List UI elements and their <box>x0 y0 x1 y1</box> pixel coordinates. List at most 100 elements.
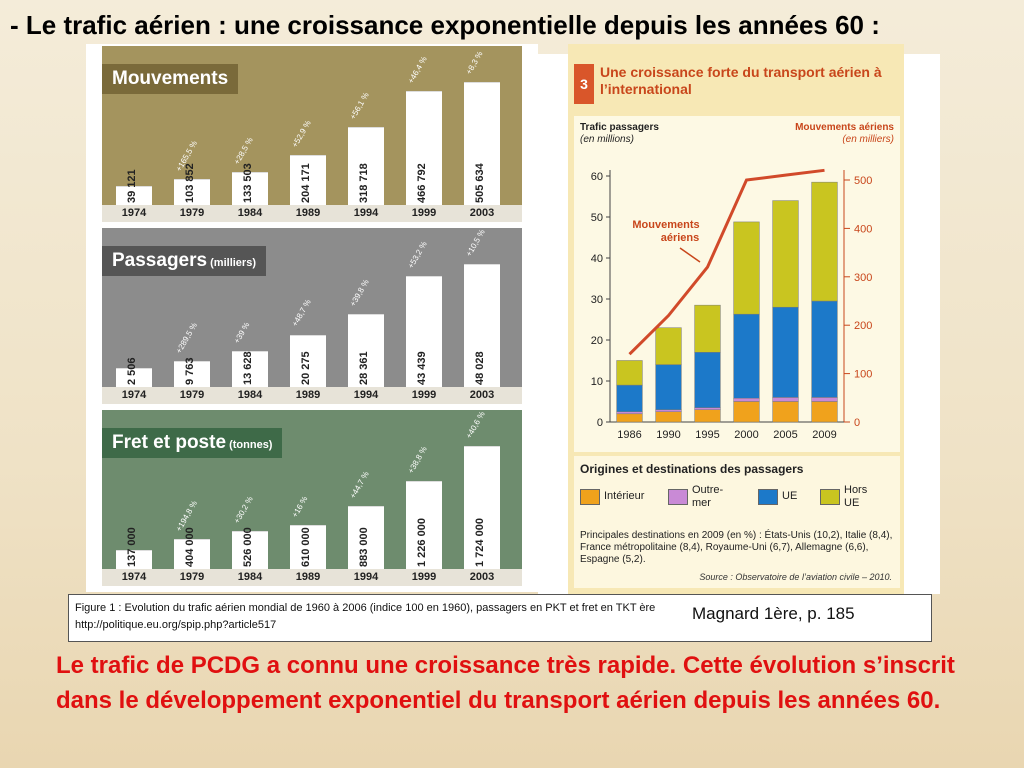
legend-item-hors-ue: Hors UE <box>820 484 890 510</box>
stacked-bar-segment <box>616 384 643 413</box>
caption-url[interactable]: http://politique.eu.org/spip.php?article… <box>75 619 277 631</box>
year-row: 1974 1979 1984 1989 1994 1999 2003 <box>102 569 522 586</box>
left-axis-title: Trafic passagers <box>580 122 659 133</box>
year-label: 2003 <box>469 571 495 583</box>
year-label: 1994 <box>353 389 379 401</box>
infographic-bar <box>406 91 442 205</box>
destinations-text: Principales destinations en 2009 (en %) … <box>580 530 893 565</box>
caption-text: Figure 1 : Evolution du trafic aérien mo… <box>75 602 656 614</box>
bar-value-label: 1 226 000 <box>416 518 428 567</box>
infographic-bar <box>232 171 268 205</box>
infographic-bar <box>290 334 326 387</box>
year-label: 1994 <box>353 207 379 219</box>
growth-percent-label: +16 % <box>290 494 310 519</box>
conclusion-text: Le trafic de PCDG a connu une croissance… <box>56 652 955 714</box>
stacked-bar-segment <box>655 364 682 410</box>
infographic-bar <box>174 361 210 387</box>
legend-label: Hors UE <box>844 484 868 509</box>
panel-banner-title: Passagers <box>112 250 208 271</box>
infographic-bar <box>116 550 152 569</box>
stacked-bar-segment <box>616 413 643 423</box>
bar-value-label: 133 503 <box>242 163 254 203</box>
bar-value-label: 137 000 <box>126 527 138 567</box>
year-label: 1984 <box>237 571 263 583</box>
legend-label: Outre-mer <box>692 484 724 509</box>
left-axis-unit: (en millions) <box>580 134 634 145</box>
year-label: 1999 <box>411 389 437 401</box>
growth-percent-label: +56,1 % <box>348 90 371 122</box>
growth-percent-label: +10,5 % <box>464 228 487 258</box>
legend-swatch <box>668 489 688 505</box>
bar-value-label: 39 121 <box>126 169 138 203</box>
growth-percent-label: +39,8 % <box>348 277 371 308</box>
growth-percent-label: +28,5 % <box>232 135 255 166</box>
x-tick-label: 2009 <box>812 429 836 441</box>
year-label: 1984 <box>237 389 263 401</box>
stacked-bar-segment <box>772 200 799 308</box>
bar-value-label: 1 724 000 <box>474 518 486 567</box>
infographic-bar <box>464 264 500 387</box>
year-row: 1974 1979 1984 1989 1994 1999 2003 <box>102 387 522 404</box>
infographic-bar <box>116 186 152 205</box>
infographic-bar <box>348 313 384 387</box>
infographic-bar <box>290 524 326 569</box>
panel-banner: Mouvements <box>102 64 239 94</box>
year-label: 1974 <box>121 389 147 401</box>
bar-value-label: 43 439 <box>416 351 428 385</box>
year-label: 1989 <box>295 207 321 219</box>
year-label: 1974 <box>121 571 147 583</box>
panel-passagers: Passagers (milliers) 2 506 9 763 +289,5 % 13… <box>102 228 522 404</box>
panel-banner-unit: (milliers) <box>207 257 256 269</box>
chart-svg: Trafic passagers(en millions) Mouvements … <box>580 122 894 441</box>
right-axis-title: Mouvements aériens <box>795 122 894 133</box>
stacked-bar-segment <box>772 397 799 402</box>
bar-value-label: 883 000 <box>358 527 370 567</box>
infographic-bar <box>290 154 326 205</box>
panel-mouvements: Mouvements 39 121 103 852 +165,5 % 133 503 +2… <box>102 46 522 222</box>
y-tick-label: 60 <box>591 171 603 183</box>
year-label: 1979 <box>179 571 205 583</box>
legend-swatch <box>580 489 600 505</box>
movements-line <box>628 168 825 356</box>
y2-tick-label: 400 <box>854 223 872 235</box>
infographic-bar <box>406 275 442 387</box>
x-tick-label: 2000 <box>734 429 758 441</box>
air-traffic-infographic: Mouvements 39 121 103 852 +165,5 % 133 503 +2… <box>86 44 538 592</box>
bar-value-label: 610 000 <box>300 527 312 567</box>
y-tick-label: 20 <box>591 335 603 347</box>
infographic-bar <box>232 351 268 387</box>
source-text: Source : Observatoire de l’aviation civi… <box>699 572 892 582</box>
y2-tick-label: 200 <box>854 320 872 332</box>
line-annotation-word: Mouvements <box>632 219 699 231</box>
figure-number: 3 <box>574 64 594 104</box>
stacked-bar-segment <box>694 407 721 410</box>
year-label: 1989 <box>295 571 321 583</box>
infographic-bar <box>232 530 268 569</box>
legend-item-ue: UE <box>758 484 818 510</box>
bar-value-label: 28 361 <box>358 351 370 385</box>
x-tick-label: 1986 <box>617 429 641 441</box>
growth-percent-label: +289,5 % <box>174 321 200 356</box>
growth-percent-label: +53,2 % <box>406 239 429 270</box>
bar-value-label: 103 852 <box>184 163 196 203</box>
stacked-bar-segment <box>694 352 721 408</box>
y-tick-label: 30 <box>591 294 603 306</box>
legend-item-interieur: Intérieur <box>580 484 656 510</box>
passenger-chart: Trafic passagers (en millions) Mouvements … <box>574 116 900 452</box>
bar-value-label: 466 792 <box>416 163 428 203</box>
growth-percent-label: +46,4 % <box>406 55 429 86</box>
growth-percent-label: +48,7 % <box>290 298 313 329</box>
legend-box: Origines et destinations des passagers I… <box>574 456 900 588</box>
x-tick-label: 1995 <box>695 429 719 441</box>
y2-tick-label: 500 <box>854 175 872 187</box>
growth-percent-label: +52,9 % <box>290 118 313 149</box>
infographic-bar <box>348 505 384 569</box>
stacked-bar-segment <box>733 313 760 399</box>
year-label: 1979 <box>179 207 205 219</box>
stacked-bar-segment <box>733 397 760 402</box>
stacked-bar-segment <box>694 409 721 423</box>
stacked-bar-segment <box>772 306 799 398</box>
growth-percent-label: +44,7 % <box>348 469 371 500</box>
bar-value-label: 9 763 <box>184 357 196 385</box>
growth-percent-label: +38,8 % <box>406 445 429 476</box>
